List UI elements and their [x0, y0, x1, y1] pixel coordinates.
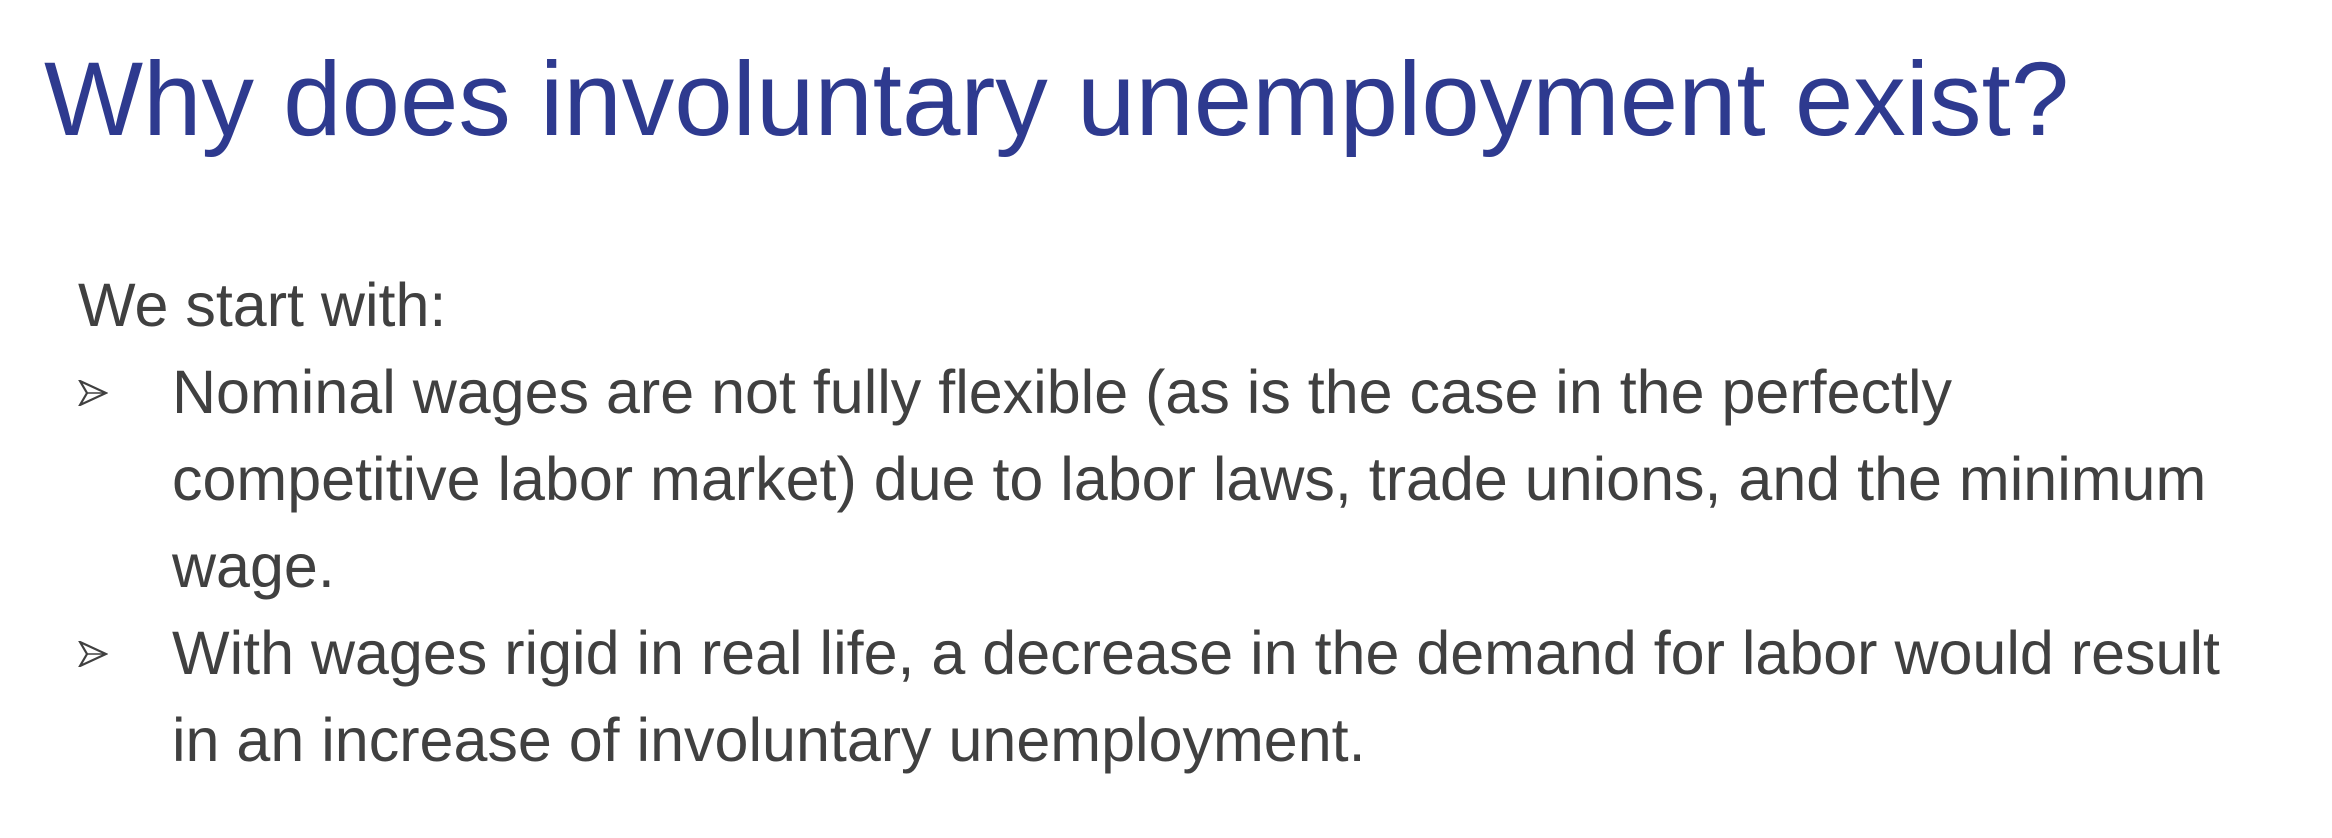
bullet-text-line: With wages rigid in real life, a decreas… [172, 619, 2220, 687]
slide-title: Why does involuntary unemployment exist? [44, 41, 2070, 158]
bullet-item: With wages rigid in real life, a decreas… [78, 610, 2318, 784]
bullet-text-line: competitive labor market) due to labor l… [172, 445, 2207, 513]
bullet-list: Nominal wages are not fully flexible (as… [78, 349, 2318, 784]
bullet-text-line: Nominal wages are not fully flexible (as… [172, 358, 1953, 426]
arrowhead-bullet-icon [78, 349, 118, 436]
intro-text: We start with: [78, 271, 447, 339]
bullet-item: Nominal wages are not fully flexible (as… [78, 349, 2318, 610]
slide-body: We start with: Nominal wages are not ful… [78, 262, 2318, 784]
arrowhead-bullet-icon [78, 610, 118, 697]
bullet-text-line: wage. [172, 532, 335, 600]
bullet-text-line: in an increase of involuntary unemployme… [172, 706, 1366, 774]
